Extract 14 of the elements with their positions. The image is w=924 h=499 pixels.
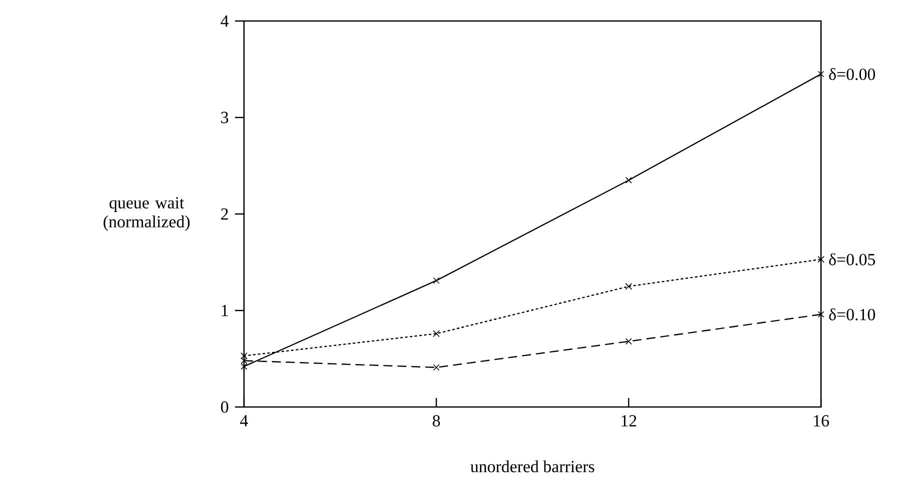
y-tick-label: 1 [222,304,228,316]
series-label: δ=0.00 [829,68,876,80]
x-tick-label: 8 [432,415,440,427]
y-tick-label: 3 [221,112,228,124]
y-axis-title: queue wait (normalized) [104,197,190,231]
series-label: δ=0.10 [829,308,876,320]
x-tick-label: 16 [814,415,829,427]
x-tick-label: 4 [240,415,248,426]
y-tick-label: 4 [220,15,229,27]
x-tick-label: 12 [622,415,636,426]
y-tick-label: 2 [221,208,228,220]
series-label: δ=0.05 [829,253,876,266]
y-tick-label: 0 [221,401,228,413]
x-axis-title: unordered barriers [470,460,594,472]
